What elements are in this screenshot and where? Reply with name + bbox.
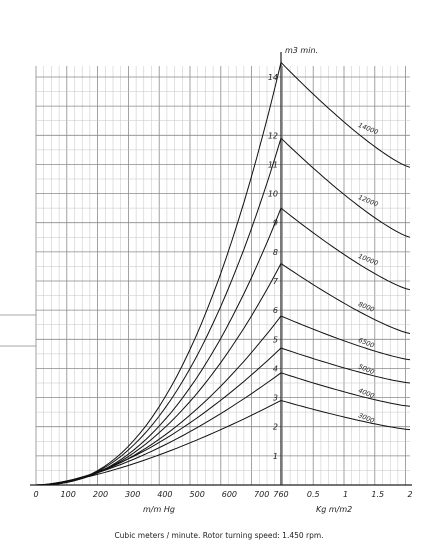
series-label: 14000: [357, 121, 379, 136]
y-tick-label: 5: [273, 335, 278, 344]
y-axis-unit: m3 min.: [285, 46, 318, 55]
y-tick-label: 12: [268, 131, 278, 140]
x-tick-label: 0: [33, 490, 38, 499]
series-label: 3000: [357, 411, 375, 425]
series-line-10000: [35, 207, 411, 486]
y-tick-label: 8: [273, 248, 278, 257]
caption: Cubic meters / minute. Rotor turning spe…: [114, 531, 324, 540]
y-tick-label: 1: [273, 452, 278, 461]
series-line-3000: [35, 399, 411, 486]
axis-labels: m3 min. m/m Hg Kg m/m2 0 100 200 300 400 500 6…: [33, 46, 412, 514]
left-x-axis-unit: m/m Hg: [143, 505, 175, 514]
series-label: 6500: [357, 336, 375, 350]
series-line-8000: [35, 262, 411, 486]
x-tick-label: 1: [343, 490, 348, 499]
x-tick-label: 600: [222, 490, 237, 499]
x-tick-label: 700: [254, 490, 269, 499]
y-tick-label: 7: [273, 277, 279, 286]
y-tick-label: 14: [268, 73, 278, 82]
y-tick-label: 11: [268, 160, 278, 169]
y-tick-label: 10: [268, 190, 278, 199]
y-tick-label: 3: [273, 394, 278, 403]
x-tick-label: 2: [407, 490, 412, 499]
series-line-4000: [35, 372, 411, 486]
y-tick-label: 9: [273, 219, 278, 228]
series-label: 12000: [357, 193, 379, 208]
x-tick-label: 1.5: [371, 490, 384, 499]
x-tick-label: 400: [157, 490, 172, 499]
grid: [0, 52, 412, 486]
series-line-6500: [35, 315, 411, 486]
y-tick-label: 6: [273, 306, 278, 315]
x-tick-label: 200: [93, 490, 108, 499]
x-tick-label: 760: [273, 490, 288, 499]
x-tick-label: 100: [61, 490, 76, 499]
x-tick-label: 0.5: [307, 490, 320, 499]
series-line-14000: [35, 61, 411, 486]
y-tick-label: 4: [273, 364, 278, 373]
x-tick-label: 500: [190, 490, 205, 499]
right-x-axis-unit: Kg m/m2: [316, 505, 352, 514]
series-line-12000: [35, 137, 411, 486]
x-tick-label: 300: [125, 490, 140, 499]
y-tick-label: 2: [273, 423, 278, 432]
